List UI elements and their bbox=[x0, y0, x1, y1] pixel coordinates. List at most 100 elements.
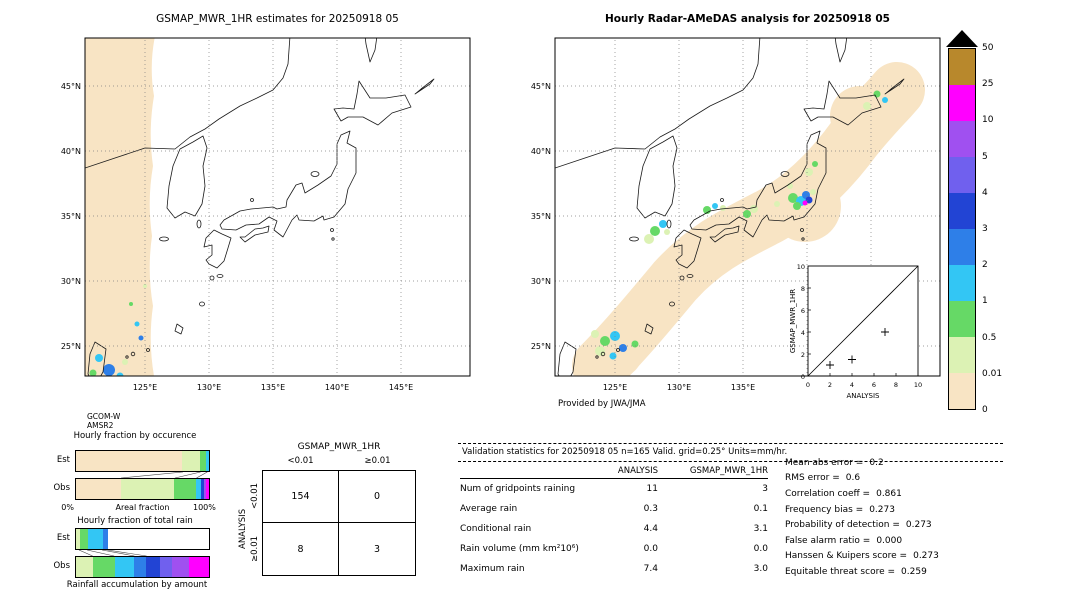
lat-tick: 45°N bbox=[531, 82, 551, 91]
axis-zero: 0% bbox=[61, 503, 74, 512]
inset-xlabel: ANALYSIS bbox=[846, 392, 880, 400]
stats-row: Rain volume (mm km²10⁶) 0.0 0.0 bbox=[460, 539, 768, 559]
metric-value: 0.2 bbox=[869, 457, 884, 468]
precip-blobs-left bbox=[89, 284, 147, 376]
colorbar-label: 2 bbox=[982, 260, 988, 270]
metric-value: 0.273 bbox=[869, 504, 895, 515]
lat-tick: 25°N bbox=[531, 342, 551, 351]
right-map-title: Hourly Radar-AMeDAS analysis for 2025091… bbox=[605, 13, 890, 25]
metric-row: Mean abs error = 0.2 bbox=[785, 455, 1077, 471]
colorbar-label: 0 bbox=[982, 405, 988, 415]
colorbar-label: 50 bbox=[982, 43, 994, 53]
dashed-rule bbox=[458, 443, 1003, 444]
left-map-title: GSMAP_MWR_1HR estimates for 20250918 05 bbox=[156, 13, 399, 25]
colorbar bbox=[948, 48, 976, 410]
total-rain-obs-bar bbox=[75, 556, 210, 578]
inset-y-tick: 4 bbox=[801, 329, 805, 337]
axis-hundred: 100% bbox=[193, 503, 216, 512]
metric-label: False alarm ratio = bbox=[785, 535, 871, 546]
stats-row: Maximum rain 7.4 3.0 bbox=[460, 559, 768, 579]
metric-row: Hanssen & Kuipers score = 0.273 bbox=[785, 549, 1077, 565]
lon-tick: 130°E bbox=[667, 383, 691, 392]
lat-tick: 35°N bbox=[61, 212, 81, 221]
lon-tick: 125°E bbox=[603, 383, 627, 392]
colorbar-overflow-triangle bbox=[946, 30, 978, 47]
colorbar-label: 4 bbox=[982, 188, 988, 198]
colorbar-label: 1 bbox=[982, 296, 988, 306]
scatter-points bbox=[826, 328, 889, 369]
occurrence-obs-bar bbox=[75, 478, 210, 500]
sensor-name: AMSR2 bbox=[87, 421, 114, 430]
precip-area-light bbox=[572, 62, 925, 376]
dashed-rule bbox=[458, 461, 1003, 462]
est-label: Est bbox=[56, 455, 70, 465]
obs-label: Obs bbox=[53, 561, 70, 571]
col-header: <0.01 bbox=[287, 456, 314, 466]
colorbar-label: 25 bbox=[982, 79, 994, 89]
stat-gsmap: 3.0 bbox=[753, 564, 768, 574]
inset-y-tick: 2 bbox=[801, 351, 805, 359]
inset-y-tick: 8 bbox=[801, 285, 805, 293]
metric-label: RMS error = bbox=[785, 473, 840, 484]
stat-analysis: 7.4 bbox=[643, 564, 658, 574]
inset-ylabel: GSMAP_MWR_1HR bbox=[789, 289, 797, 353]
lon-tick: 125°E bbox=[133, 383, 157, 392]
left-map: 45°N 40°N 35°N 30°N 25°N 125°E 130°E 135… bbox=[61, 37, 471, 430]
colorbar-label: 10 bbox=[982, 115, 994, 125]
inset-y-tick: 10 bbox=[797, 263, 805, 271]
total-rain-footer: Rainfall accumulation by amount bbox=[66, 580, 208, 590]
stats-row: Average rain 0.3 0.1 bbox=[460, 499, 768, 519]
metric-label: Correlation coeff = bbox=[785, 488, 871, 499]
stat-gsmap: 0.1 bbox=[753, 504, 768, 514]
obs-label: Obs bbox=[53, 483, 70, 493]
lat-tick: 30°N bbox=[61, 277, 81, 286]
inset-x-tick: 4 bbox=[850, 381, 854, 389]
stat-label: Rain volume (mm km²10⁶) bbox=[460, 544, 579, 554]
metric-row: Frequency bias = 0.273 bbox=[785, 502, 1077, 518]
contingency-title: GSMAP_MWR_1HR bbox=[297, 442, 381, 452]
total-rain-est-bar bbox=[75, 528, 210, 550]
inset-x-tick: 0 bbox=[806, 381, 810, 389]
metric-row: RMS error = 0.6 bbox=[785, 471, 1077, 487]
right-map: 0 2 4 6 8 10 0 2 4 6 8 10 ANALYSIS GSMAP… bbox=[531, 37, 941, 409]
occurrence-est-bar bbox=[75, 450, 210, 472]
map-border bbox=[84, 37, 471, 377]
map-border bbox=[554, 37, 941, 377]
metric-label: Hanssen & Kuipers score = bbox=[785, 551, 908, 562]
metric-row: Equitable threat score = 0.259 bbox=[785, 564, 1077, 580]
data-credit: Provided by JWA/JMA bbox=[558, 399, 646, 409]
colorbar-label: 0.01 bbox=[982, 369, 1003, 379]
row-header: <0.01 bbox=[250, 482, 260, 509]
contingency-cell: 3 bbox=[373, 543, 381, 555]
stat-gsmap: 0.0 bbox=[753, 544, 768, 554]
inset-y-tick: 0 bbox=[801, 373, 805, 381]
precip-blobs-right bbox=[591, 90, 888, 360]
est-label: Est bbox=[56, 533, 70, 543]
contingency-col-headers: <0.01 ≥0.01 bbox=[262, 456, 416, 466]
metric-label: Mean abs error = bbox=[785, 457, 864, 468]
metric-value: 0.861 bbox=[876, 488, 902, 499]
stat-analysis: 11 bbox=[646, 484, 658, 494]
metric-value: 0.273 bbox=[913, 551, 939, 562]
metric-value: 0.273 bbox=[905, 520, 932, 531]
colorbar-label: 3 bbox=[982, 224, 988, 234]
inset-x-tick: 6 bbox=[872, 381, 876, 389]
metric-row: Correlation coeff = 0.861 bbox=[785, 486, 1077, 502]
contingency-cell: 8 bbox=[263, 523, 339, 575]
stats-row: Conditional rain 4.4 3.1 bbox=[460, 519, 768, 539]
lat-tick: 25°N bbox=[61, 342, 81, 351]
colorbar-label: 5 bbox=[982, 152, 988, 162]
inset-x-tick: 10 bbox=[914, 381, 922, 389]
lon-tick: 135°E bbox=[261, 383, 285, 392]
satellite-name: GCOM-W bbox=[87, 412, 121, 421]
stat-analysis: 4.4 bbox=[643, 524, 658, 534]
contingency-table: 154 0 8 3 bbox=[262, 470, 416, 576]
occurrence-title: Hourly fraction by occurence bbox=[73, 431, 197, 441]
occurrence-connectors bbox=[120, 472, 208, 478]
metric-value: 0.259 bbox=[901, 566, 927, 577]
stat-analysis: 0.0 bbox=[643, 544, 658, 554]
lon-tick: 130°E bbox=[197, 383, 221, 392]
lon-tick: 145°E bbox=[389, 383, 413, 392]
stat-gsmap: 3.1 bbox=[753, 524, 768, 534]
contingency-cell: 0 bbox=[339, 471, 415, 523]
